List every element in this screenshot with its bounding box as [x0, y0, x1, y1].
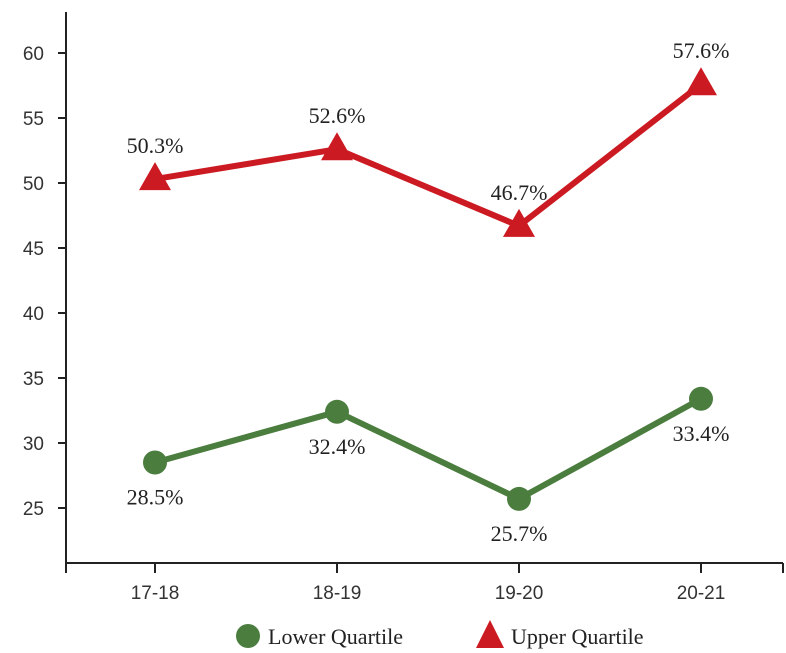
y-tick-label: 50 [23, 174, 44, 195]
series-layer: 28.5% 32.4% 25.7% 33.4% 50.3% 52.6% 46.7% 57.6% [127, 38, 730, 546]
legend-lower-quartile-marker [236, 624, 260, 648]
axes [65, 12, 783, 564]
upper-quartile-data-label: 46.7% [491, 180, 548, 205]
y-tick-label: 60 [23, 44, 44, 65]
upper-quartile-data-label: 52.6% [309, 103, 366, 128]
upper-quartile-point [139, 162, 171, 191]
lower-quartile-line [152, 395, 704, 502]
legend: Lower Quartile Upper Quartile [236, 620, 644, 649]
y-tick-label: 40 [23, 304, 44, 325]
upper-quartile-line [152, 81, 704, 229]
upper-quartile-point [685, 67, 717, 96]
x-tick-label: 20-21 [677, 583, 726, 604]
upper-quartile-point [321, 132, 353, 161]
x-tick-label: 18-19 [313, 583, 362, 604]
y-tick-label: 35 [23, 369, 44, 390]
lower-quartile-point [689, 386, 713, 411]
lower-quartile-point [325, 399, 349, 424]
upper-quartile-point [503, 208, 535, 237]
y-tick-label: 25 [23, 499, 44, 520]
y-ticks: 25 30 35 40 45 50 55 60 [23, 44, 66, 520]
lower-quartile-data-label: 28.5% [127, 485, 184, 510]
lower-quartile-data-label: 25.7% [491, 521, 548, 546]
lower-quartile-point [507, 486, 531, 511]
y-tick-label: 30 [23, 434, 44, 455]
y-tick-label: 45 [23, 239, 44, 260]
lower-quartile-point [143, 450, 167, 475]
upper-quartile-data-label: 57.6% [673, 38, 730, 63]
x-tick-label: 19-20 [495, 583, 544, 604]
upper-quartile-data-label: 50.3% [127, 133, 184, 158]
lower-quartile-data-label: 33.4% [673, 421, 730, 446]
x-ticks: 17-18 18-19 19-20 20-21 [65, 563, 784, 604]
legend-upper-quartile-label: Upper Quartile [511, 624, 644, 649]
x-tick-label: 17-18 [131, 583, 180, 604]
legend-upper-quartile-marker [476, 620, 504, 648]
legend-lower-quartile-label: Lower Quartile [268, 624, 403, 649]
y-tick-label: 55 [23, 109, 44, 130]
lower-quartile-data-label: 32.4% [309, 434, 366, 459]
